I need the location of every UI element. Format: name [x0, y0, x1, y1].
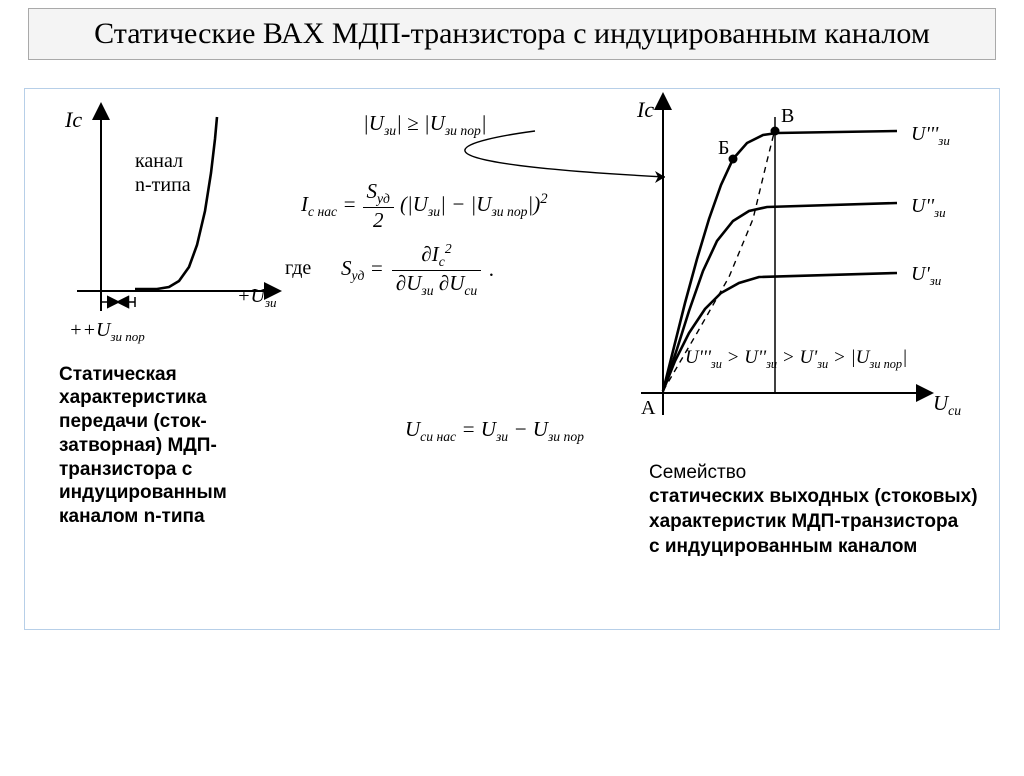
content-panel: Iс канал n-типа +Uзи ++Uзи пор Статическ…	[24, 88, 1000, 630]
right-caption: Семейство статических выходных (стоковых…	[649, 461, 989, 560]
left-y-label: Iс	[65, 107, 82, 133]
page-title: Статические ВАХ МДП-транзистора с индуци…	[28, 8, 996, 60]
point-v-label: В	[781, 105, 794, 128]
point-a-label: А	[641, 397, 655, 420]
title-text: Статические ВАХ МДП-транзистора с индуци…	[94, 17, 930, 50]
left-x-label: +Uзи	[237, 285, 277, 311]
right-y-label: Iс	[637, 97, 654, 123]
point-b-label: Б	[718, 137, 729, 160]
pointer-arrow	[325, 125, 665, 215]
where-label: где	[285, 257, 311, 280]
curve-label-2: U''зи	[911, 195, 946, 221]
left-threshold-label: ++Uзи пор	[69, 319, 145, 345]
curve-label-1: U'''зи	[911, 123, 950, 149]
output-chart	[627, 101, 927, 431]
right-x-label: Uси	[933, 391, 961, 419]
right-inequality: U'''зи > U''зи > U'зи > |Uзи пор|	[685, 347, 907, 372]
sud-formula: Sуд = ∂Iс2 ∂Uзи ∂Uси .	[341, 241, 495, 299]
left-chart-note: канал n-типа	[135, 149, 191, 197]
usat-formula: Uси нас = Uзи − Uзи пор	[405, 417, 584, 445]
curve-label-3: U'зи	[911, 263, 941, 289]
left-caption: Статическая характеристика передачи (сто…	[59, 363, 259, 529]
